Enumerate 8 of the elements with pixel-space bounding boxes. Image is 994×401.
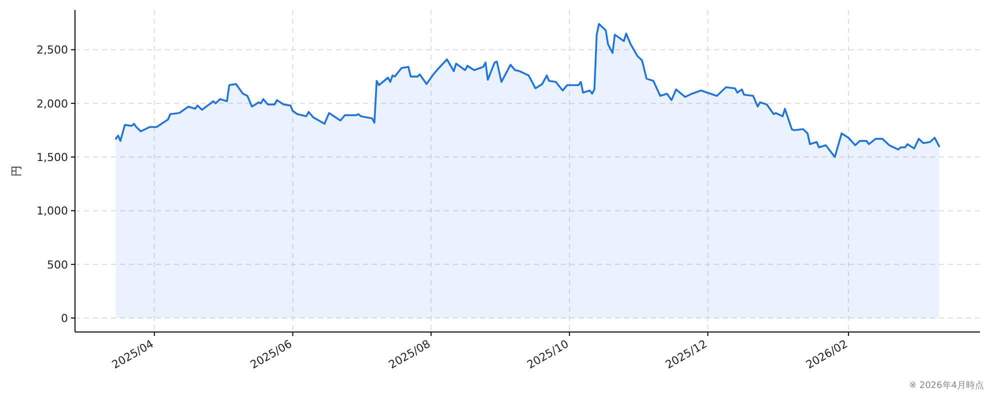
- y-axis-title: 円: [10, 166, 23, 176]
- text: ※ 2026年4月時点: [908, 380, 984, 391]
- y-tick-label: 1,000: [36, 204, 68, 218]
- y-tick-label: 1,500: [36, 151, 68, 164]
- y-tick-label: 500: [47, 258, 68, 272]
- y-tick-label: 2,500: [36, 44, 68, 57]
- y-tick-label: 2,000: [36, 97, 68, 110]
- y-tick-label: 0: [61, 312, 68, 326]
